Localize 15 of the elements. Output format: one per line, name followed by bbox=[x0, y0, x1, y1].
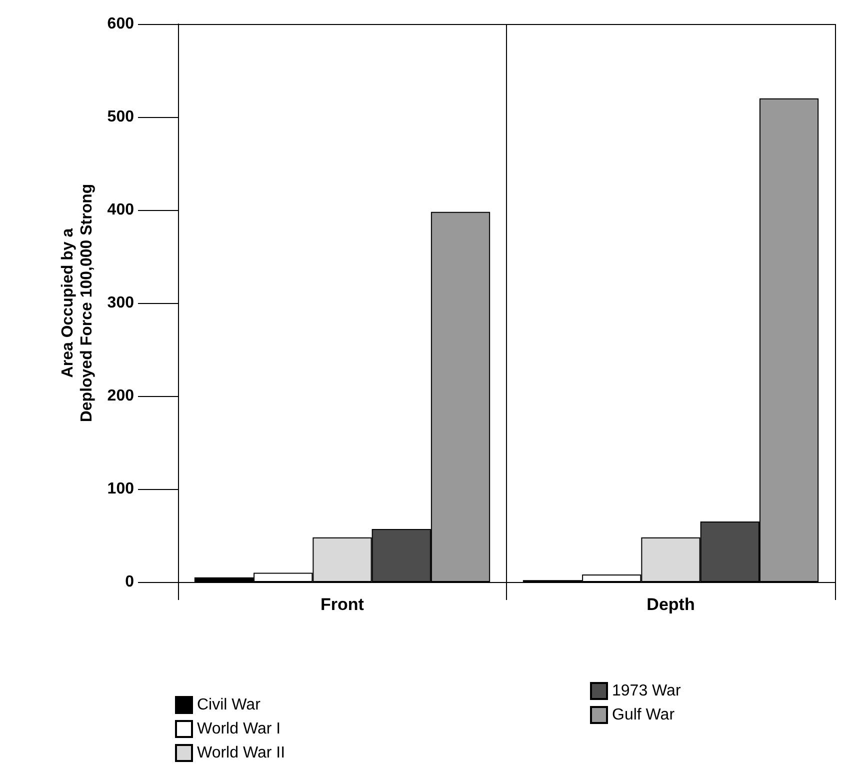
legend-label: Civil War bbox=[197, 696, 262, 714]
legend-label: World War II bbox=[197, 744, 286, 762]
y-tick-label: 300 bbox=[107, 294, 134, 312]
legend-label: World War I bbox=[197, 720, 281, 738]
y-tick-label: 600 bbox=[107, 16, 134, 32]
x-tick-label: Front bbox=[320, 595, 364, 614]
y-tick-label: 400 bbox=[107, 202, 134, 218]
y-axis-title: Area Occupied by a Deployed Force 100,000 Strong bbox=[59, 184, 96, 422]
y-tick-label: 200 bbox=[107, 388, 134, 404]
y-tick-label: 0 bbox=[125, 574, 134, 590]
legend-label: Gulf War bbox=[612, 706, 676, 724]
y-tick-label: 100 bbox=[107, 480, 134, 498]
x-tick-label: Depth bbox=[646, 595, 695, 614]
y-tick-label: 500 bbox=[107, 108, 134, 126]
legend-label: 1973 War bbox=[612, 682, 682, 700]
